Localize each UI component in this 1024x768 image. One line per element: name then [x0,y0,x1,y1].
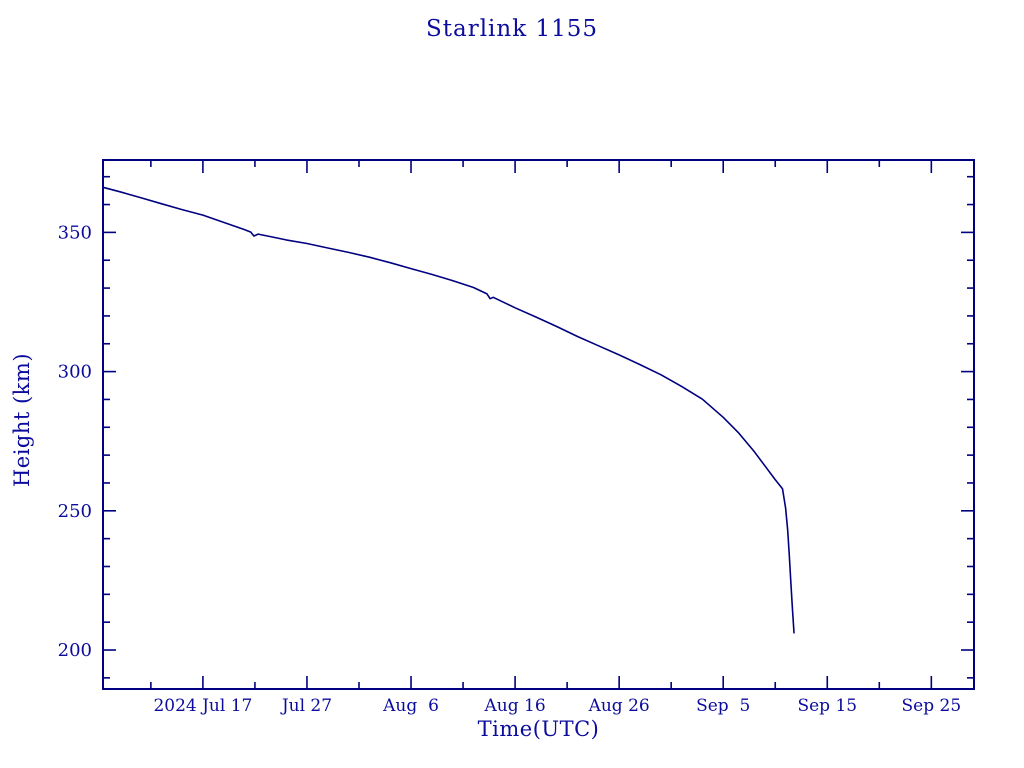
x-axis-title: Time(UTC) [477,717,600,741]
x-tick-label: Aug 26 [588,696,650,716]
x-tick-label: Jul 27 [280,696,332,716]
plot-frame [102,159,975,690]
y-tick-label: 250 [58,501,92,522]
y-tick-label: 300 [58,362,92,383]
x-tick-label: 2024 Jul 17 [153,696,252,716]
x-tick-label: Aug 16 [484,696,546,716]
x-tick-label: Sep 15 [797,696,857,716]
y-tick-label: 200 [58,640,92,661]
x-tick-label: Aug 6 [382,696,439,716]
x-tick-label: Sep 25 [902,696,962,716]
chart-title: Starlink 1155 [425,16,598,42]
x-tick-label: Sep 5 [696,696,750,716]
height-decay-line [102,186,795,634]
y-tick-label: 350 [58,222,92,243]
